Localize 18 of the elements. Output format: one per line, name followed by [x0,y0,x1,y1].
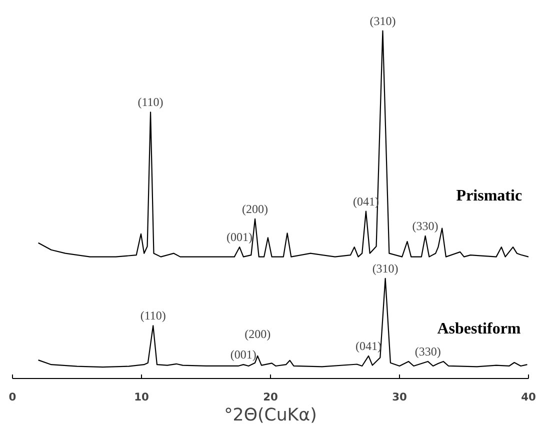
annotation: (330) [414,344,441,358]
x-tick-label: 0 [8,390,16,404]
annotation: (200) [242,202,268,216]
x-axis-title: °2Θ(CuKα) [224,406,317,426]
annotation: (310) [372,261,398,276]
annotation: (001) [226,230,253,244]
series-label: Prismatic [456,187,522,204]
x-tick-label: 30 [392,390,407,404]
annotation: (110) [140,308,166,323]
annotation: (310) [370,14,396,28]
x-tick-label: 20 [263,390,278,404]
series-label: Asbestiform [437,320,522,338]
x-tick-label: 40 [521,390,536,404]
x-tick-label: 10 [134,390,149,404]
annotation: (200) [244,326,271,341]
annotation: (001) [230,348,256,362]
annotation: (330) [412,218,438,233]
annotation: (110) [138,95,164,110]
